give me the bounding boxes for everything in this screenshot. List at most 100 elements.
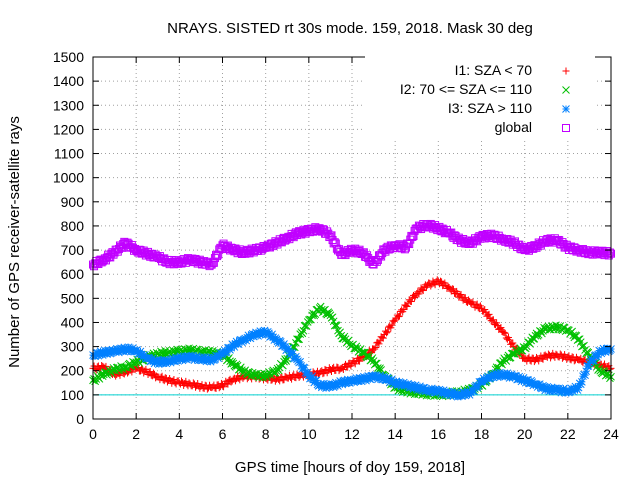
point-i1-trace	[489, 316, 497, 324]
point-i1-trace	[276, 377, 284, 385]
x-tick-label: 14	[387, 426, 403, 442]
point-i1-trace	[351, 360, 359, 368]
x-tick-label: 8	[262, 426, 270, 442]
point-i2-trace	[360, 348, 368, 357]
y-tick-label: 1200	[53, 121, 84, 137]
point-global-trace	[408, 232, 417, 241]
point-i1-trace	[481, 305, 489, 313]
point-i1-trace	[533, 353, 541, 361]
x-tick-label: 12	[344, 426, 360, 442]
point-i1-trace	[203, 385, 211, 393]
x-axis-label: GPS time [hours of doy 159, 2018]	[235, 459, 465, 476]
point-i1-trace	[431, 281, 439, 289]
point-i1-trace	[403, 303, 411, 311]
legend-entry-global: global	[495, 119, 570, 135]
x-tick-label: 22	[560, 426, 576, 442]
point-i1-trace	[198, 381, 206, 389]
legend-symbol	[562, 105, 570, 113]
point-i2-trace	[595, 364, 603, 373]
point-i1-trace	[500, 328, 508, 336]
point-i2-trace	[282, 357, 291, 365]
point-i1-trace	[556, 350, 564, 358]
x-tick-label: 16	[431, 426, 447, 442]
point-i1-trace	[372, 344, 380, 352]
point-i1-trace	[577, 354, 585, 362]
legend-label-i3: I3: SZA > 110	[448, 100, 532, 116]
point-i2	[132, 358, 141, 367]
point-i2-trace	[367, 356, 376, 364]
y-tick-label: 100	[61, 387, 85, 403]
legend-symbol	[562, 124, 570, 132]
point-i1	[445, 283, 453, 291]
point-i1	[391, 316, 399, 324]
point-i2-trace	[298, 329, 307, 338]
point-i2-trace	[323, 310, 332, 319]
point-i1-trace	[497, 324, 505, 332]
y-tick-label: 300	[61, 339, 85, 355]
y-tick-label: 1000	[53, 170, 84, 186]
legend-label-i1: I1: SZA < 70	[455, 62, 533, 78]
point-global-trace	[330, 238, 339, 247]
point-i1-trace	[319, 370, 327, 378]
point-i1-trace	[400, 305, 408, 313]
point-i1-trace	[236, 376, 244, 384]
series-global	[89, 219, 615, 271]
y-tick-label: 700	[61, 242, 85, 258]
point-i1-trace	[146, 368, 154, 376]
y-tick-label: 400	[61, 314, 85, 330]
point-i2-trace	[299, 326, 308, 335]
point-i1-trace	[388, 321, 396, 329]
point-i1-trace	[427, 282, 435, 290]
series-i3	[89, 326, 615, 401]
point-i1-trace	[394, 313, 402, 321]
point-i2-trace	[281, 355, 289, 363]
point-i1-trace	[327, 367, 335, 375]
legend-marker-i1	[562, 67, 570, 75]
point-i1-trace	[288, 375, 296, 383]
legend-label-global: global	[495, 119, 532, 135]
data-points	[89, 219, 615, 401]
x-tick-label: 0	[89, 426, 97, 442]
legend-marker-i3	[562, 105, 570, 113]
chart-title: NRAYS. SISTED rt 30s mode. 159, 2018. Ma…	[167, 20, 533, 37]
y-tick-label: 600	[61, 266, 85, 282]
x-tick-label: 2	[132, 426, 140, 442]
point-i1-trace	[371, 345, 379, 353]
point-i1-trace	[220, 383, 228, 391]
legend-marker-i2	[562, 86, 570, 94]
point-i2-trace	[580, 341, 588, 350]
legend-entry-i2: I2: 70 <= SZA <= 110	[400, 81, 570, 97]
point-i1-trace	[419, 287, 427, 295]
y-tick-label: 1300	[53, 97, 84, 113]
point-i1-trace	[407, 298, 415, 306]
point-i1-trace	[379, 334, 387, 342]
point-i1-trace	[192, 383, 200, 391]
point-i1-trace	[484, 311, 492, 319]
legend-symbol	[562, 67, 570, 75]
point-i1-trace	[344, 363, 352, 371]
legend-background	[365, 56, 595, 138]
point-i1-trace	[433, 276, 441, 284]
point-global-trace	[605, 248, 614, 257]
point-i1-trace	[436, 277, 444, 285]
y-tick-label: 800	[61, 218, 85, 234]
legend-label-i2: I2: 70 <= SZA <= 110	[400, 81, 532, 97]
point-i1-trace	[525, 353, 533, 361]
point-i1-trace	[138, 364, 146, 372]
point-i1-trace	[375, 340, 383, 348]
point-i1-trace	[383, 329, 391, 337]
point-i3-trace	[312, 376, 321, 385]
point-i3-trace	[300, 364, 309, 372]
x-tick-label: 18	[474, 426, 490, 442]
point-i2-trace	[339, 334, 348, 343]
x-tick-label: 6	[219, 426, 227, 442]
legend: I1: SZA < 70 I2: 70 <= SZA <= 110 I3: SZ…	[365, 56, 595, 138]
point-i1-trace	[506, 336, 514, 344]
legend-symbol	[562, 86, 570, 94]
point-i1-trace	[501, 329, 509, 337]
legend-entry-i3: I3: SZA > 110	[448, 100, 570, 116]
point-i1-trace	[565, 352, 573, 360]
x-tick-label: 20	[517, 426, 533, 442]
point-i1-trace	[411, 293, 419, 301]
